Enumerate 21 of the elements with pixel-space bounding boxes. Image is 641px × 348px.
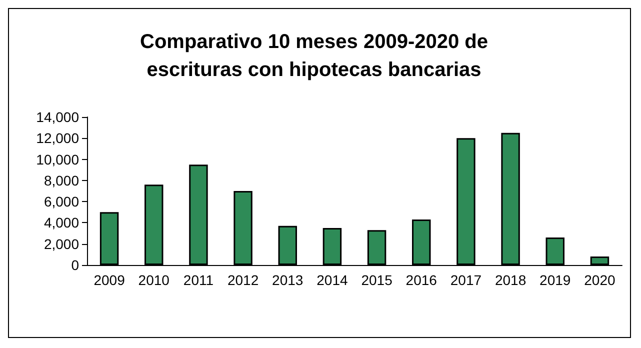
y-tick-label: 14,000 [36,109,80,125]
y-tick-label: 0 [71,257,80,273]
x-tick-label: 2015 [361,272,393,288]
x-tick-label: 2014 [316,272,348,288]
x-tick-label: 2013 [272,272,304,288]
x-tick-label: 2009 [94,272,126,288]
x-tick-label: 2011 [183,272,214,288]
y-tick-label: 10,000 [36,151,80,168]
chart-title: Comparativo 10 meses 2009-2020 de escrituras con hipotecas bancarias [140,31,488,81]
y-tick-label: 4,000 [44,214,80,231]
x-tick-label: 2012 [227,272,259,288]
x-tick-label: 2019 [540,272,571,288]
y-tick-label: 6,000 [44,194,80,210]
x-tick-label: 2017 [450,272,482,288]
x-tick-label: 2018 [494,272,526,288]
y-tick-label: 8,000 [44,172,80,188]
x-tick-label: 2010 [138,272,170,288]
x-tick-label: 2016 [406,272,438,288]
x-tick-label: 2020 [584,272,616,288]
y-tick-label: 12,000 [36,130,80,146]
y-tick-label: 2,000 [44,236,80,252]
